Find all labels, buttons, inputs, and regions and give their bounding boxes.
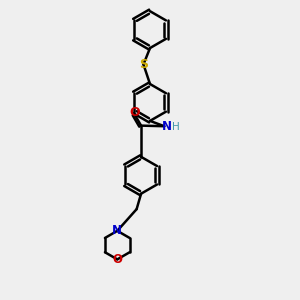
Text: N: N bbox=[162, 120, 172, 133]
Text: O: O bbox=[129, 106, 140, 119]
Text: S: S bbox=[139, 58, 148, 71]
Text: N: N bbox=[112, 224, 122, 237]
Text: H: H bbox=[172, 122, 179, 132]
Text: O: O bbox=[112, 253, 122, 266]
